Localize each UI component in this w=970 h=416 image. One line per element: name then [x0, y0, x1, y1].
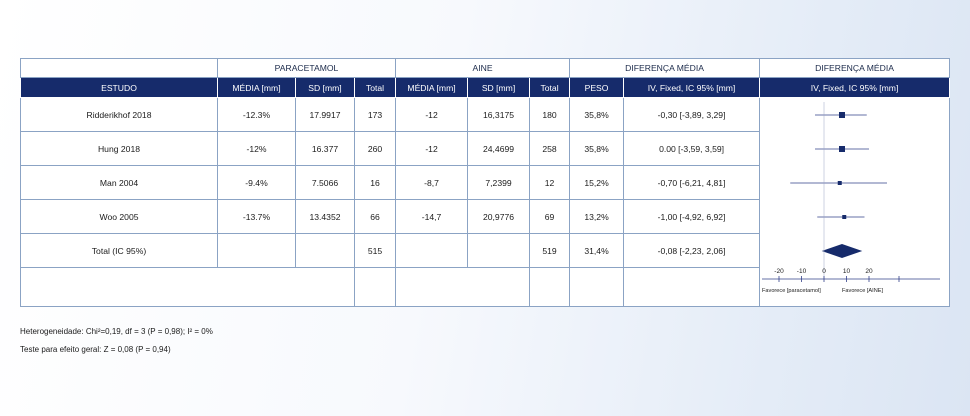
peso: 35,8%	[569, 131, 625, 166]
favors-right-label: Favorece [AINE]	[842, 288, 883, 294]
total-paracetamol: 173	[353, 97, 397, 132]
total-paracetamol: 16	[353, 165, 397, 200]
media-aine: -12	[395, 131, 469, 166]
sd-paracetamol: 7.5066	[295, 165, 355, 200]
col-ivfixed: IV, Fixed, IC 95% [mm]	[623, 77, 761, 98]
total-aine: 12	[529, 165, 571, 200]
peso: 13,2%	[569, 199, 625, 234]
total-empty	[217, 233, 296, 268]
forest-plot: -20 -10 0 10 20 Favorece [paracetamol] Favorec…	[762, 102, 941, 294]
total-label: Total (IC 95%)	[20, 233, 218, 268]
group-empty	[20, 58, 218, 78]
media-aine: -8,7	[395, 165, 469, 200]
blank-cell	[623, 267, 761, 307]
overall-effect-note: Teste para efeito geral: Z = 0,08 (P = 0…	[20, 345, 171, 354]
media-paracetamol: -12.3%	[217, 97, 296, 132]
media-paracetamol: -13.7%	[217, 199, 296, 234]
point-estimate	[842, 215, 847, 219]
point-estimate	[839, 112, 846, 118]
total-paracetamol: 260	[353, 131, 397, 166]
forest-plot-cell: -20 -10 0 10 20 Favorece [paracetamol] Favorec…	[759, 97, 951, 307]
col-media-paracetamol: MÉDIA [mm]	[217, 77, 296, 98]
col-total-aine: Total	[529, 77, 571, 98]
sd-paracetamol: 17.9917	[295, 97, 355, 132]
media-paracetamol: -9.4%	[217, 165, 296, 200]
total-ci-value: -0,08 [-2,23, 2,06]	[623, 233, 761, 268]
col-sd-paracetamol: SD [mm]	[295, 77, 355, 98]
peso: 15,2%	[569, 165, 625, 200]
total-paracetamol: 515	[353, 233, 397, 268]
x-tick-label: -20	[774, 268, 784, 275]
x-tick-label: -10	[797, 268, 807, 275]
total-aine: 180	[529, 97, 571, 132]
forest-table: PARACETAMOL AINE DIFERENÇA MÉDIA DIFEREN…	[20, 58, 951, 307]
total-row: Total (IC 95%) 515 519 31,4% -0,08 [-2,2…	[20, 233, 950, 268]
study-name: Man 2004	[20, 165, 218, 200]
x-tick-label: 20	[865, 268, 873, 275]
ci-value: -0,30 [-3,89, 3,29]	[623, 97, 761, 132]
ci-value: -1,00 [-4,92, 6,92]	[623, 199, 761, 234]
study-name: Hung 2018	[20, 131, 218, 166]
heterogeneity-note: Heterogeneidade: Chi²=0,19, df = 3 (P = …	[20, 327, 213, 336]
total-aine: 69	[529, 199, 571, 234]
media-aine: -12	[395, 97, 469, 132]
table-row: Hung 2018 -12% 16.377 260 -12 24,4699 25…	[20, 131, 950, 166]
blank-cell	[395, 267, 531, 307]
group-header-row: PARACETAMOL AINE DIFERENÇA MÉDIA DIFEREN…	[20, 58, 951, 78]
group-aine: AINE	[395, 58, 571, 78]
favors-left-label: Favorece [paracetamol]	[762, 288, 821, 294]
group-diferenca-media: DIFERENÇA MÉDIA	[569, 58, 761, 78]
sd-paracetamol: 16.377	[295, 131, 355, 166]
ci-value: 0.00 [-3,59, 3,59]	[623, 131, 761, 166]
total-empty	[295, 233, 355, 268]
blank-cell	[569, 267, 625, 307]
ci-value: -0,70 [-6,21, 4,81]	[623, 165, 761, 200]
col-sd-aine: SD [mm]	[467, 77, 531, 98]
col-peso: PESO	[569, 77, 625, 98]
total-peso: 31,4%	[569, 233, 625, 268]
sd-aine: 16,3175	[467, 97, 531, 132]
media-paracetamol: -12%	[217, 131, 296, 166]
study-name: Ridderikhof 2018	[20, 97, 218, 132]
table-row: Ridderikhof 2018 -12.3% 17.9917 173 -12 …	[20, 97, 951, 307]
col-estudo: ESTUDO	[20, 77, 218, 98]
total-empty	[467, 233, 531, 268]
sd-aine: 24,4699	[467, 131, 531, 166]
col-media-aine: MÉDIA [mm]	[395, 77, 469, 98]
table-row: Woo 2005 -13.7% 13.4352 66 -14,7 20,9776…	[20, 199, 950, 234]
sd-aine: 7,2399	[467, 165, 531, 200]
sd-aine: 20,9776	[467, 199, 531, 234]
x-tick-label: 0	[822, 268, 826, 275]
total-aine: 258	[529, 131, 571, 166]
total-empty	[395, 233, 469, 268]
group-paracetamol: PARACETAMOL	[216, 58, 397, 78]
study-name: Woo 2005	[20, 199, 218, 234]
column-header-row: ESTUDO MÉDIA [mm] SD [mm] Total MÉDIA [m…	[20, 77, 951, 98]
media-aine: -14,7	[395, 199, 469, 234]
blank-cell	[529, 267, 571, 307]
peso: 35,8%	[569, 97, 625, 132]
col-ivfixed-plot: IV, Fixed, IC 95% [mm]	[759, 77, 951, 98]
point-estimate	[839, 146, 846, 152]
col-total-paracetamol: Total	[353, 77, 397, 98]
group-diferenca-media-plot: DIFERENÇA MÉDIA	[759, 58, 951, 78]
pooled-diamond	[821, 244, 863, 258]
total-aine: 519	[529, 233, 571, 268]
point-estimate	[837, 181, 842, 185]
blank-row	[20, 267, 950, 307]
blank-cell	[20, 267, 355, 307]
x-tick-label: 10	[843, 268, 851, 275]
blank-cell	[353, 267, 397, 307]
sd-paracetamol: 13.4352	[295, 199, 355, 234]
total-paracetamol: 66	[353, 199, 397, 234]
